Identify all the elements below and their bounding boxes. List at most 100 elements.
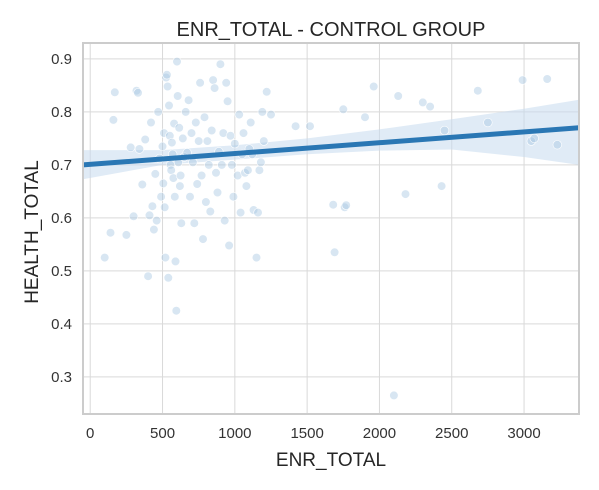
data-point bbox=[161, 253, 170, 262]
y-axis-title: HEALTH_TOTAL bbox=[22, 160, 43, 304]
data-point bbox=[171, 192, 180, 201]
data-point bbox=[239, 129, 248, 138]
data-point bbox=[173, 57, 182, 66]
data-point bbox=[223, 97, 232, 106]
data-point bbox=[175, 124, 184, 133]
data-point bbox=[207, 126, 216, 135]
x-tick-label: 500 bbox=[150, 425, 175, 442]
data-point bbox=[339, 105, 348, 114]
data-point bbox=[210, 84, 219, 93]
data-point bbox=[172, 306, 181, 315]
data-point bbox=[196, 79, 205, 88]
y-tick-label: 0.4 bbox=[51, 316, 72, 333]
data-point bbox=[144, 272, 153, 281]
data-point bbox=[257, 158, 266, 167]
data-point bbox=[122, 231, 131, 240]
data-point bbox=[171, 257, 180, 266]
data-point bbox=[228, 161, 237, 170]
data-point bbox=[258, 108, 267, 117]
data-point bbox=[437, 182, 446, 191]
data-point bbox=[242, 182, 251, 191]
data-point bbox=[222, 79, 231, 88]
data-point bbox=[202, 198, 211, 207]
data-point bbox=[154, 108, 163, 117]
data-point bbox=[200, 113, 209, 122]
data-point bbox=[231, 139, 240, 148]
y-tick-label: 0.3 bbox=[51, 369, 72, 386]
data-point bbox=[401, 190, 410, 199]
data-point bbox=[244, 166, 253, 175]
data-point bbox=[199, 235, 208, 244]
data-point bbox=[291, 122, 300, 131]
data-point bbox=[179, 134, 188, 143]
data-point bbox=[209, 76, 218, 85]
data-point bbox=[236, 208, 245, 217]
data-point bbox=[109, 116, 118, 125]
data-point bbox=[141, 135, 150, 144]
data-point bbox=[235, 110, 244, 119]
data-point bbox=[206, 207, 215, 216]
data-point bbox=[173, 92, 182, 101]
data-point bbox=[212, 169, 221, 178]
data-point bbox=[190, 219, 199, 228]
data-point bbox=[394, 92, 403, 101]
data-point bbox=[342, 201, 351, 210]
data-point bbox=[329, 200, 338, 209]
data-point bbox=[254, 208, 263, 217]
data-point bbox=[177, 219, 186, 228]
data-point bbox=[168, 138, 177, 147]
data-point bbox=[440, 126, 449, 135]
y-tick-label: 0.8 bbox=[51, 104, 72, 121]
data-point bbox=[151, 170, 160, 179]
data-point bbox=[426, 102, 435, 111]
x-tick-label: 3000 bbox=[507, 425, 540, 442]
data-point bbox=[518, 76, 527, 85]
data-point bbox=[255, 166, 264, 175]
data-point bbox=[186, 192, 195, 201]
data-point bbox=[474, 86, 483, 95]
data-point bbox=[216, 60, 225, 69]
data-point bbox=[553, 141, 562, 150]
data-point bbox=[369, 82, 378, 91]
data-point bbox=[197, 171, 206, 180]
data-point bbox=[262, 88, 271, 97]
data-point bbox=[246, 118, 255, 127]
x-axis-title: ENR_TOTAL bbox=[276, 450, 386, 471]
y-tick-label: 0.5 bbox=[51, 263, 72, 280]
y-tick-label: 0.9 bbox=[51, 51, 72, 68]
data-point bbox=[111, 88, 120, 97]
data-point bbox=[226, 132, 235, 141]
data-point bbox=[203, 137, 212, 146]
data-point bbox=[543, 75, 552, 84]
data-point bbox=[213, 188, 222, 197]
data-point bbox=[176, 182, 185, 191]
data-point bbox=[306, 122, 315, 131]
data-point bbox=[361, 113, 370, 122]
data-point bbox=[158, 142, 167, 151]
data-point bbox=[164, 274, 173, 283]
y-tick-label: 0.7 bbox=[51, 157, 72, 174]
data-point bbox=[267, 110, 276, 119]
data-point bbox=[100, 253, 109, 262]
data-point bbox=[252, 253, 261, 262]
data-point bbox=[530, 134, 539, 143]
data-point bbox=[163, 71, 172, 80]
data-point bbox=[181, 108, 190, 117]
x-tick-label: 0 bbox=[86, 425, 94, 442]
data-point bbox=[134, 89, 143, 98]
data-point bbox=[160, 203, 169, 212]
data-point bbox=[135, 145, 144, 154]
data-point bbox=[218, 161, 227, 170]
data-point bbox=[163, 82, 172, 91]
data-point bbox=[229, 192, 238, 201]
data-point bbox=[152, 216, 161, 225]
data-point bbox=[148, 202, 157, 211]
data-point bbox=[167, 166, 176, 175]
data-point bbox=[165, 101, 174, 110]
data-point bbox=[138, 180, 147, 189]
data-point bbox=[126, 143, 135, 152]
y-tick-label: 0.6 bbox=[51, 210, 72, 227]
data-point bbox=[192, 118, 201, 127]
data-point bbox=[176, 171, 185, 180]
x-tick-label: 2000 bbox=[363, 425, 396, 442]
